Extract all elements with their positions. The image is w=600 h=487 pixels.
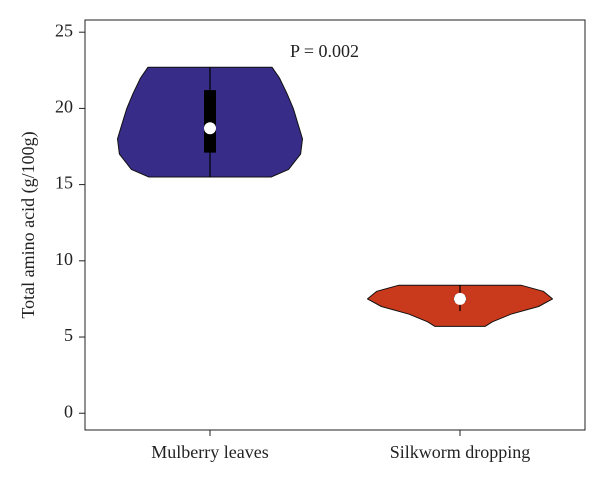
- box: [204, 90, 216, 153]
- median: [454, 292, 466, 305]
- y-tick-label: 25: [55, 20, 73, 40]
- plot-frame: [84, 19, 586, 431]
- x-tick-label: Silkworm dropping: [390, 442, 531, 462]
- median: [204, 122, 216, 135]
- annotation: P = 0.002: [290, 41, 359, 61]
- y-tick-label: 5: [64, 325, 73, 345]
- y-tick-label: 0: [64, 401, 73, 421]
- y-tick-label: 20: [55, 97, 73, 117]
- x-tick-label: Mulberry leaves: [151, 442, 268, 462]
- y-tick-label: 10: [55, 249, 73, 269]
- y-tick-label: 15: [55, 173, 73, 193]
- y-axis-label: Total amino acid (g/100g): [18, 131, 39, 318]
